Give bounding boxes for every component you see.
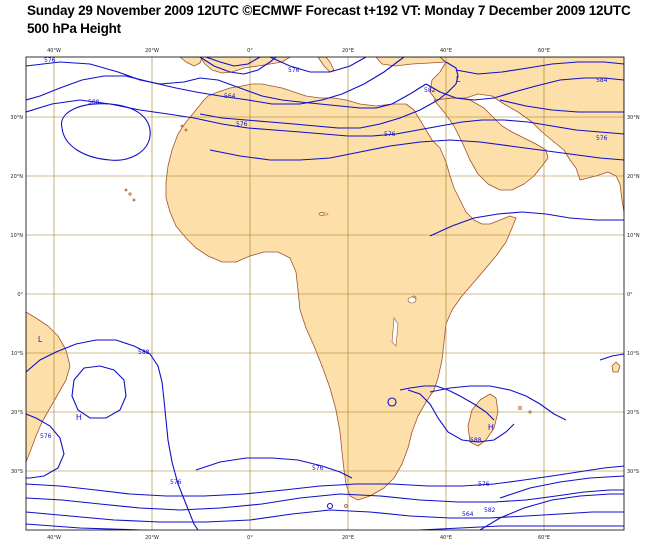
lat-tick-label-left: 20°N (10, 174, 23, 180)
lakes (323, 212, 417, 347)
contour-east-africa (399, 385, 495, 421)
contour-nw-closed (61, 103, 151, 161)
sri-lanka-landmass (611, 361, 621, 373)
lon-tick-label-top: 20°W (145, 48, 159, 54)
contour-sw-wave (26, 339, 199, 530)
contour-label: 584 (596, 77, 608, 84)
contour-576-inner (199, 61, 459, 129)
low-pressure-center: L (38, 335, 43, 344)
map-frame (25, 56, 625, 531)
contour-east-wave (429, 211, 624, 237)
contour-south-3 (26, 509, 624, 523)
low-pressure-center: L (456, 75, 461, 84)
contour-east-3 (499, 99, 624, 113)
lon-tick-label-bottom: 20°E (342, 535, 354, 541)
lon-tick-label-bottom: 0° (247, 535, 253, 541)
contour-label: 576 (40, 433, 52, 440)
contour-se (499, 475, 624, 499)
land-masses (26, 57, 624, 501)
asia-landmass (429, 57, 624, 213)
contour-label: 576 (312, 465, 324, 472)
lat-tick-label-right: 0° (627, 292, 633, 298)
madagascar-landmass (467, 393, 499, 447)
lon-tick-label-top: 0° (247, 48, 253, 54)
contour-label: 588 (470, 437, 482, 444)
lat-lon-grid (26, 57, 624, 530)
contour-label: 576 (44, 57, 56, 64)
axis-tick-labels: 40°W 20°W 0° 20°E 40°E 60°E 40°W 20°W 0° 20°E 40°E… (10, 48, 639, 541)
lat-tick-label-left: 30°N (10, 115, 23, 121)
contour-madagascar (407, 389, 515, 443)
contour-south-2 (26, 489, 624, 511)
lon-tick-label-bottom: 40°W (47, 535, 61, 541)
lat-tick-label-left: 30°S (11, 469, 23, 475)
contour-label: 588 (88, 99, 100, 106)
contour-label: 564 (462, 511, 474, 518)
contour-east-2 (455, 61, 624, 75)
high-pressure-center: H (76, 413, 82, 422)
contour-south-576 (26, 465, 624, 497)
contour-label: 576 (596, 135, 608, 142)
contour-label: 582 (424, 87, 436, 94)
contour-top-3 (269, 57, 367, 73)
lat-tick-label-right: 20°S (627, 410, 639, 416)
contour-nw-wave (26, 61, 427, 109)
south-america-landmass (26, 311, 71, 463)
contour-top-1 (199, 57, 277, 75)
lon-tick-label-bottom: 40°E (440, 535, 452, 541)
contour-label: 576 (236, 121, 248, 128)
contour-label: 582 (484, 507, 496, 514)
contour-east-low (425, 77, 624, 101)
lon-tick-label-top: 40°W (47, 48, 61, 54)
contour-label: 576 (478, 481, 490, 488)
contour-sw-closed (26, 413, 65, 479)
lat-tick-label-right: 20°N (627, 174, 640, 180)
lat-tick-label-left: 20°S (11, 410, 23, 416)
contour-label: 576 (170, 479, 182, 486)
contour-588-arabia (209, 139, 624, 161)
contour-label: 576 (384, 131, 396, 138)
lat-tick-label-left: 0° (17, 292, 23, 298)
contour-indian-ocean (429, 385, 567, 421)
iberia-landmass (179, 57, 203, 67)
map-title: Sunday 29 November 2009 12UTC ©ECMWF For… (27, 3, 631, 18)
lon-tick-label-bottom: 60°E (538, 535, 550, 541)
lat-tick-label-right: 30°S (627, 469, 639, 475)
contour-sw-high (71, 365, 127, 419)
italy-landmass (317, 57, 335, 73)
lat-tick-label-right: 30°N (627, 115, 640, 121)
contour-label: 576 (288, 67, 300, 74)
lat-tick-label-right: 10°N (627, 233, 640, 239)
height-contours (26, 57, 624, 530)
lat-tick-label-left: 10°S (11, 351, 23, 357)
lon-tick-label-bottom: 20°W (145, 535, 159, 541)
contour-east-wave-2 (599, 353, 624, 361)
contour-mid-south (195, 457, 353, 479)
lon-tick-label-top: 40°E (440, 48, 452, 54)
lat-tick-label-left: 10°N (10, 233, 23, 239)
lon-tick-label-top: 60°E (538, 48, 550, 54)
contour-top-2 (205, 57, 261, 67)
lat-tick-label-right: 10°S (627, 351, 639, 357)
contour-564 (26, 57, 405, 105)
contour-label: 564 (224, 93, 236, 100)
contour-576-sahara (26, 99, 624, 137)
contour-label: 588 (138, 349, 150, 356)
africa-landmass (165, 83, 517, 501)
map-subtitle: 500 hPa Height (27, 21, 121, 36)
high-pressure-center: H (488, 423, 494, 432)
contour-south-4 (26, 523, 624, 530)
lon-tick-label-top: 20°E (342, 48, 354, 54)
contour-se-2 (479, 493, 624, 530)
